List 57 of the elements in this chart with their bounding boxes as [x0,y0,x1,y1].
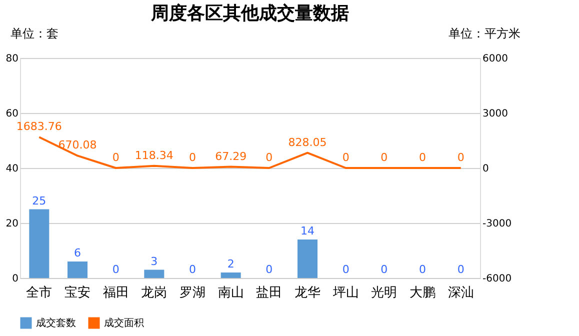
y-tick-label: 0 [12,274,18,284]
data-label: 67.29 [215,150,247,163]
data-label: 0 [112,263,120,276]
y-tick-label: 80 [6,54,18,64]
x-tick-label: 南山 [218,286,244,300]
y2-tick-label: 6000 [482,54,508,64]
data-label: 670.08 [58,138,97,152]
chart-title: 周度各区其他成交量数据 [150,3,349,24]
legend-label: 成交面积 [104,317,144,329]
data-label: 0 [112,151,120,164]
x-tick-label: 深汕 [448,286,474,300]
data-label: 828.05 [288,136,327,149]
y-tick-label: 40 [6,164,18,174]
line-series [38,136,462,169]
data-label: 1683.76 [16,120,62,134]
y-tick-label: 60 [6,108,18,120]
x-tick-label: 全市 [26,286,52,300]
y2-axis-title: 单位：平方米 [448,26,520,40]
y2-tick-label: 0 [482,164,489,174]
data-label: 14 [300,224,314,238]
data-label: 6 [74,246,81,260]
data-label: 0 [380,151,388,164]
data-label: 0 [380,263,388,276]
y2-tick-label: 3000 [482,108,508,120]
x-tick-label: 福田 [102,286,129,300]
data-label: 0 [189,151,196,164]
x-tick-label: 龙华 [294,286,320,300]
data-label: 0 [189,263,196,276]
data-label: 2 [227,258,234,270]
bar [298,240,318,278]
x-tick-label: 光明 [371,286,398,300]
data-label: 0 [419,263,426,276]
data-label: 3 [150,254,158,268]
y2-tick-label: -6000 [482,274,512,284]
x-tick-label: 宝安 [64,284,90,300]
bar [29,209,50,278]
legend-label: 成交套数 [36,317,76,329]
bar [68,262,88,278]
y-axis-title: 单位：套 [10,26,58,40]
data-label: 0 [457,263,464,276]
data-label: 0 [266,151,273,164]
x-tick-label: 盐田 [256,286,282,300]
y-tick-label: 20 [6,218,18,230]
bar [144,270,164,278]
x-tick-label: 罗湖 [180,286,206,300]
data-label: 25 [32,194,46,208]
data-label: 0 [342,263,350,276]
x-tick-label: 龙岗 [141,286,168,300]
data-label: 0 [266,263,273,276]
data-label: 0 [457,151,464,164]
y2-tick-label: -3000 [482,218,512,230]
data-label: 118.34 [134,148,174,162]
data-label: 0 [419,151,426,164]
x-tick-label: 坪山 [332,286,359,300]
bar [220,272,241,278]
data-label: 0 [342,151,350,164]
x-tick-label: 大鹏 [410,286,436,300]
